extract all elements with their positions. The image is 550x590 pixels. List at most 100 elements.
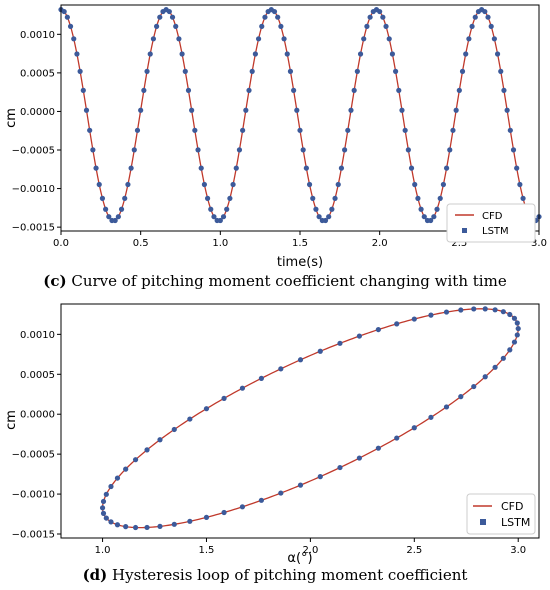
chart-d-plot-frame bbox=[60, 303, 540, 539]
chart-c-lstm-point bbox=[217, 217, 223, 224]
chart-d-xtick-label: 2.5 bbox=[406, 545, 422, 556]
chart-c-lstm-point bbox=[96, 181, 102, 188]
chart-d-lstm-point bbox=[471, 306, 477, 312]
chart-d-lstm-point bbox=[157, 437, 163, 443]
chart-c-lstm-point bbox=[389, 51, 396, 57]
chart-d-lstm-point bbox=[411, 316, 417, 322]
chart-c-lstm-point bbox=[64, 14, 70, 20]
chart-c-lstm-point bbox=[498, 68, 504, 74]
chart-d-lstm-point bbox=[394, 321, 400, 327]
chart-c-lstm-point bbox=[482, 8, 488, 15]
chart-c-lstm-point bbox=[472, 14, 478, 20]
chart-d-lstm-point bbox=[317, 474, 323, 480]
chart-d-lstm-point bbox=[492, 307, 498, 313]
chart-c-lstm-point bbox=[211, 214, 217, 220]
chart-c-lstm-point bbox=[338, 165, 345, 171]
chart-d-lstm-point bbox=[278, 366, 284, 372]
chart-d-legend: CFD LSTM bbox=[466, 493, 536, 535]
chart-c-lstm-point bbox=[77, 68, 83, 74]
chart-c-lstm-point bbox=[287, 68, 294, 74]
chart-c-lstm-point bbox=[412, 181, 418, 188]
chart-d-lstm-point bbox=[144, 447, 150, 453]
chart-d-lstm-point bbox=[500, 309, 506, 315]
chart-d-lstm-point bbox=[239, 385, 246, 391]
chart-c-lstm-point bbox=[440, 181, 446, 188]
chart-d-lstm-point bbox=[428, 312, 434, 318]
chart-c-ytick-label: 0.0010 bbox=[20, 30, 55, 41]
chart-c-lstm-point bbox=[329, 206, 335, 212]
chart-c-xtick-label: 2.0 bbox=[372, 238, 388, 249]
chart-c-lstm-point bbox=[99, 195, 106, 201]
chart-c-lstm-point bbox=[227, 195, 233, 201]
chart-d-legend-lstm-label: LSTM bbox=[501, 516, 530, 529]
chart-d-lstm-point bbox=[297, 357, 304, 363]
chart-c-ytick-label: −0.0010 bbox=[12, 184, 55, 195]
chart-c-lstm-point bbox=[326, 214, 332, 220]
chart-c-lstm-point bbox=[303, 165, 309, 171]
chart-d-lstm-point bbox=[157, 523, 163, 529]
chart-c-lstm-point bbox=[201, 181, 207, 188]
chart-c-lstm-point bbox=[173, 23, 179, 29]
chart-c-lstm-point bbox=[354, 68, 360, 74]
chart-d-lstm-point bbox=[100, 498, 107, 505]
chart-d-ytick-label: −0.0010 bbox=[12, 490, 55, 501]
chart-c-lstm-point bbox=[335, 181, 341, 188]
chart-c-xtick-label: 1.5 bbox=[292, 238, 308, 249]
chart-c-lstm-point bbox=[179, 51, 185, 57]
chart-c-lstm-point bbox=[189, 107, 195, 113]
chart-c-xlabel: time(s) bbox=[277, 255, 323, 268]
chart-d-ylabel: cm bbox=[4, 410, 19, 430]
chart-d-ytick-label: −0.0015 bbox=[12, 530, 55, 541]
chart-c-ylabel: cm bbox=[4, 108, 19, 128]
chart-c-lstm-point bbox=[284, 51, 290, 57]
chart-c-lstm-point bbox=[396, 87, 402, 93]
chart-c-lstm-point bbox=[224, 206, 230, 212]
chart-c-lstm-point bbox=[147, 51, 153, 57]
chart-c-lstm-point bbox=[310, 195, 316, 201]
chart-c-lstm-point bbox=[491, 36, 497, 42]
chart-d-lstm-point bbox=[375, 445, 381, 451]
chart-d-legend-lstm-swatch bbox=[480, 519, 486, 525]
chart-d-lstm-point bbox=[507, 347, 513, 353]
chart-d-lstm-point bbox=[221, 509, 227, 516]
chart-d-lstm-point bbox=[99, 505, 106, 511]
chart-c-lstm-point bbox=[83, 107, 90, 113]
chart-c-lstm-point bbox=[204, 195, 211, 201]
chart-d-lstm-point bbox=[514, 320, 520, 326]
chart-c-lstm-point bbox=[240, 127, 246, 133]
chart-c-lstm-point bbox=[233, 165, 239, 171]
chart-c-lstm-point bbox=[348, 107, 354, 113]
chart-d-lstm-point bbox=[103, 491, 109, 497]
chart-c-lstm-point bbox=[118, 206, 125, 212]
chart-c-xtick-label: 0.0 bbox=[53, 238, 69, 249]
chart-c-lstm-point bbox=[437, 195, 443, 201]
chart-c-lstm-point bbox=[453, 107, 459, 113]
chart-c-lstm-point bbox=[195, 147, 201, 153]
chart-d-lstm-point bbox=[258, 375, 264, 381]
chart-d-ytick-label: −0.0005 bbox=[12, 450, 55, 461]
chart-d-lstm-point bbox=[258, 497, 264, 503]
chart-d-lstm-point bbox=[239, 504, 246, 510]
chart-d-lstm-point bbox=[458, 307, 464, 313]
chart-c-lstm-point bbox=[182, 68, 188, 74]
chart-c-lstm-point bbox=[364, 23, 370, 29]
chart-d-lstm-point bbox=[443, 309, 450, 315]
chart-d-lstm-point bbox=[458, 394, 464, 400]
chart-c-lstm-point bbox=[377, 8, 383, 15]
chart-d-lstm-point bbox=[337, 464, 343, 471]
chart-d-lstm-point bbox=[103, 515, 109, 521]
chart-c-lstm-point bbox=[185, 87, 192, 93]
chart-c-lstm-point bbox=[125, 181, 131, 188]
chart-c-lstm-point bbox=[514, 165, 520, 171]
chart-d-xtick-label: 3.0 bbox=[510, 545, 526, 556]
chart-c-ytick-label: 0.0000 bbox=[20, 107, 55, 118]
chart-c-lstm-point bbox=[278, 23, 284, 29]
chart-d-lstm-point bbox=[171, 426, 177, 433]
chart-d-lstm-point bbox=[108, 519, 114, 525]
chart-d-lstm-point bbox=[411, 425, 417, 431]
chart-c-legend-cfd-label: CFD bbox=[482, 211, 503, 222]
chart-d-xtick-label: 2.0 bbox=[302, 545, 318, 556]
chart-d-xtick-label: 1.5 bbox=[199, 545, 215, 556]
chart-c-lstm-point bbox=[431, 214, 437, 220]
chart-c-lstm-point bbox=[138, 107, 144, 113]
